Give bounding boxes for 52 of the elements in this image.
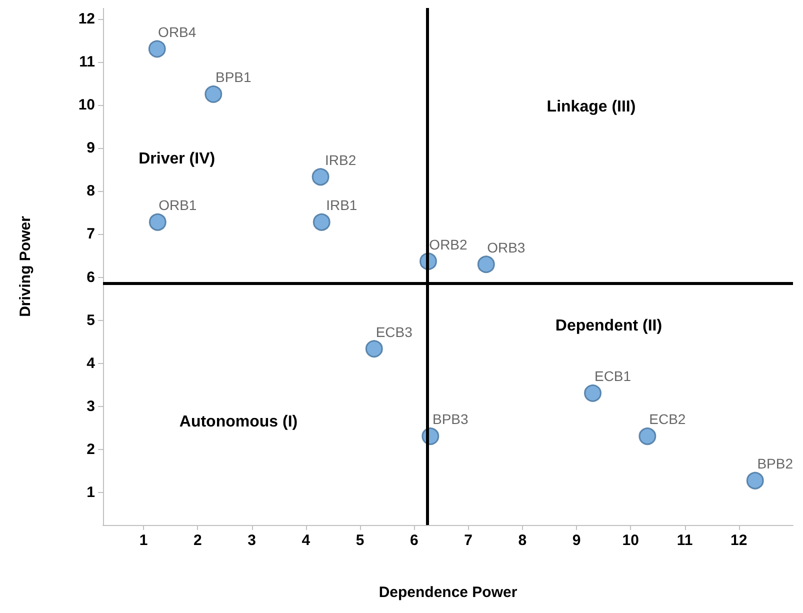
point bbox=[312, 168, 330, 186]
point bbox=[148, 213, 166, 231]
x-tick-label: 9 bbox=[572, 532, 581, 549]
x-tick-label: 7 bbox=[464, 532, 472, 549]
point bbox=[477, 256, 495, 274]
x-tick-label: 2 bbox=[194, 532, 202, 549]
annotation: IRB1 bbox=[326, 197, 358, 214]
x-tick-label: 11 bbox=[676, 532, 693, 549]
x-tick-label: 4 bbox=[302, 532, 311, 549]
annotation: BPB2 bbox=[757, 456, 794, 472]
annotation: BPB3 bbox=[432, 411, 469, 428]
point bbox=[746, 472, 764, 490]
annotation: ORB3 bbox=[487, 239, 526, 256]
annotation: BPB1 bbox=[215, 69, 252, 86]
annotation: ORB4 bbox=[158, 24, 196, 40]
point bbox=[365, 340, 383, 358]
y-tick-label: 3 bbox=[86, 398, 95, 416]
y-tick-label: 8 bbox=[86, 182, 95, 200]
x-tick-label: 6 bbox=[410, 532, 418, 549]
point bbox=[148, 40, 166, 58]
y-axis-title: Driving Power bbox=[17, 216, 34, 317]
y-tick-label: 10 bbox=[78, 96, 95, 114]
x-tick-label: 3 bbox=[248, 532, 256, 549]
x-tick-label: 12 bbox=[730, 532, 748, 549]
annotation: ECB1 bbox=[594, 368, 632, 384]
y-tick-label: 4 bbox=[86, 354, 96, 372]
annotation: Linkage (III) bbox=[546, 98, 636, 116]
y-tick-label: 12 bbox=[78, 10, 95, 28]
y-tick-label: 11 bbox=[79, 53, 95, 70]
annotation: ORB2 bbox=[429, 236, 468, 252]
x-axis-title: Dependence Power bbox=[378, 584, 518, 601]
point bbox=[312, 213, 330, 231]
annotation: ECB2 bbox=[649, 411, 686, 428]
x-tick-label: 8 bbox=[518, 532, 527, 549]
y-tick-label: 7 bbox=[86, 226, 95, 243]
annotation: Dependent (II) bbox=[555, 318, 662, 334]
y-tick-label: 1 bbox=[86, 484, 95, 502]
x-tick-label: 1 bbox=[139, 532, 148, 549]
point bbox=[638, 428, 656, 445]
annotation: Autonomous (I) bbox=[179, 414, 298, 430]
y-tick-label: 2 bbox=[86, 441, 95, 458]
annotation: Driver (IV) bbox=[138, 150, 216, 168]
y-tick-label: 5 bbox=[86, 312, 95, 329]
x-tick-label: 10 bbox=[622, 532, 639, 549]
y-tick-label: 6 bbox=[86, 268, 95, 286]
y-tick-label: 9 bbox=[86, 140, 95, 157]
point bbox=[584, 384, 602, 402]
x-tick-label: 5 bbox=[356, 532, 364, 549]
annotation: ECB3 bbox=[376, 324, 413, 340]
point bbox=[204, 85, 222, 103]
annotation: IRB2 bbox=[324, 152, 356, 168]
annotation: ORB1 bbox=[158, 197, 197, 214]
